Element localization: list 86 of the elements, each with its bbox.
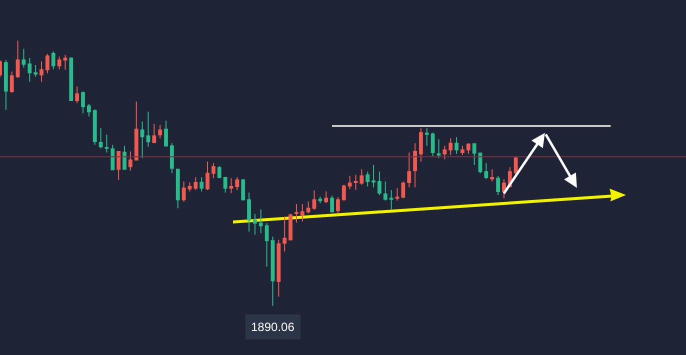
candlestick (206, 161, 210, 190)
candlestick (194, 176, 198, 190)
candlestick (57, 56, 62, 70)
candlestick (110, 144, 115, 170)
candlestick (98, 128, 103, 149)
candlestick (69, 56, 74, 102)
candlestick (484, 162, 488, 180)
candlestick (300, 204, 304, 222)
candlestick (324, 191, 328, 204)
candlestick (188, 182, 192, 192)
candlestick (158, 124, 162, 139)
candlestick (419, 128, 423, 162)
candlestick (63, 54, 68, 70)
candlestick (116, 151, 121, 180)
candlestick (276, 239, 281, 298)
candlestick (164, 120, 168, 148)
candlestick (258, 208, 263, 234)
candlestick (330, 195, 334, 214)
candlestick (348, 175, 352, 190)
text: 1890.06 (251, 320, 295, 334)
candlestick (472, 142, 476, 166)
candlestick (270, 236, 275, 306)
candlestick (372, 164, 376, 188)
candlestick (229, 178, 234, 194)
candlestick (146, 111, 150, 148)
candlestick (389, 189, 394, 210)
candlestick (496, 175, 500, 196)
candlestick (28, 57, 32, 82)
candlestick (490, 168, 494, 182)
candlestick (366, 171, 370, 188)
candlestick (502, 178, 506, 199)
candlestick (241, 178, 246, 202)
candlestick (45, 53, 50, 74)
candlestick (170, 142, 174, 174)
candlestick (306, 201, 310, 214)
candlestick (407, 152, 412, 188)
candlestick (430, 132, 435, 157)
candlestick (128, 151, 132, 172)
candlestick (235, 176, 240, 190)
candlestick (104, 134, 109, 154)
candlestick (223, 176, 228, 194)
candlestick (176, 168, 180, 209)
candlestick (448, 138, 453, 156)
candlestick (140, 121, 144, 159)
candlestick (288, 213, 292, 240)
candlestick (514, 156, 518, 176)
candlestick (253, 213, 257, 236)
candlestick (413, 142, 417, 188)
candlestick (212, 162, 216, 179)
candlestick (34, 64, 38, 78)
candlestick (383, 180, 388, 202)
candlestick (81, 91, 85, 114)
candlestick (86, 104, 91, 117)
candlestick (282, 216, 287, 252)
candlestick (75, 86, 80, 104)
candlestick (92, 108, 97, 146)
candlestick (4, 59, 8, 110)
candlestick (436, 138, 441, 159)
candlestick (336, 196, 340, 214)
candlestick (51, 50, 56, 70)
candlestick (217, 165, 222, 179)
candlestick (247, 192, 251, 232)
candlestick (152, 123, 156, 144)
candlestick (395, 188, 400, 202)
candlestick (182, 180, 186, 202)
candlestick (122, 145, 126, 170)
candlestick (401, 180, 406, 199)
candlestick (40, 61, 44, 82)
candlestick (264, 222, 269, 268)
candlestick (134, 101, 138, 160)
candlestick (22, 48, 26, 68)
candlestick (378, 171, 382, 196)
candlestick (442, 145, 447, 160)
candlestick (342, 184, 346, 202)
candlestick (460, 145, 464, 156)
candlestick (318, 196, 322, 204)
candlestick (454, 136, 458, 154)
candlestick (354, 174, 358, 190)
candlestick (466, 142, 470, 154)
candlestick (16, 40, 20, 78)
candlestick (360, 168, 364, 186)
candlestick (312, 190, 316, 210)
candlestick (294, 204, 298, 224)
candlestick (200, 176, 204, 192)
candlestick (10, 71, 14, 94)
candlestick (424, 128, 429, 146)
